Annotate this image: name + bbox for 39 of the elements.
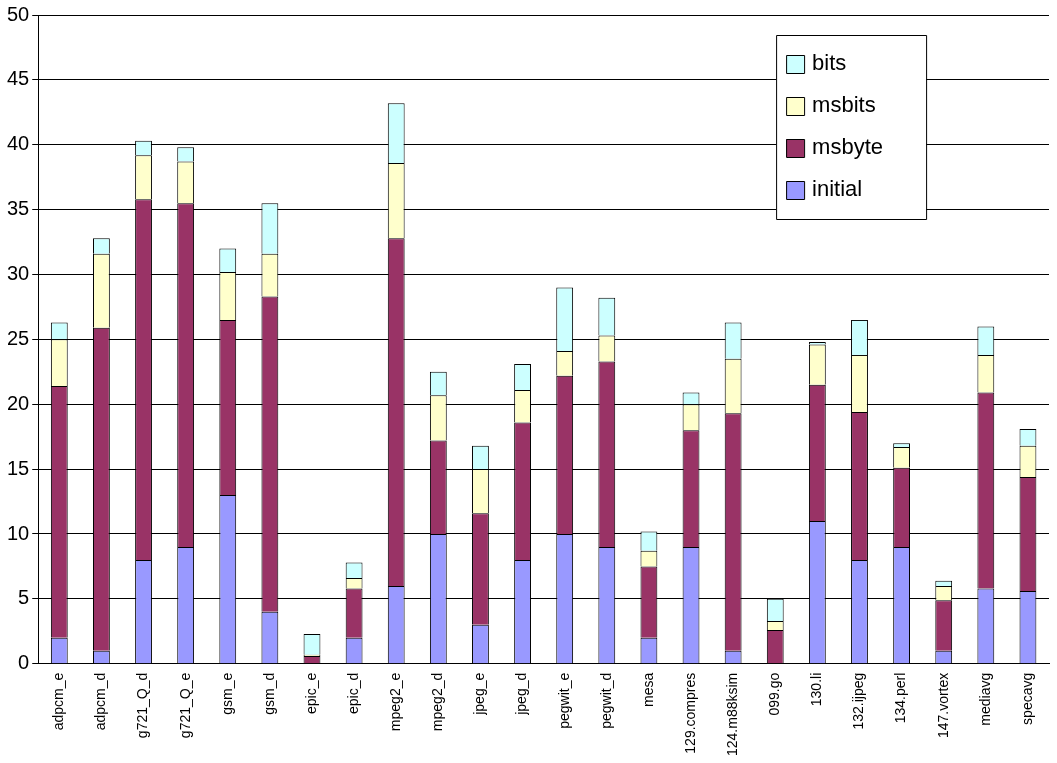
- x-tick-label: gsm_e: [218, 672, 235, 715]
- x-tick-label: pegwit_e: [555, 672, 572, 729]
- x-tick-label: mediavg: [976, 672, 993, 726]
- x-tick-label: jpeg_d: [513, 672, 530, 716]
- x-tick-label: epic_e: [302, 672, 319, 715]
- y-tick-label: 45: [7, 67, 30, 90]
- x-tick-label: 124.m88ksim: [724, 672, 740, 757]
- y-tick-label: 5: [18, 586, 30, 609]
- x-tick-label: 099.go: [766, 672, 783, 716]
- y-tick-label: 40: [7, 132, 30, 155]
- x-tick-label: mpeg2_e: [387, 672, 404, 732]
- y-tick-label: 0: [18, 651, 30, 674]
- legend-label: msbits: [812, 92, 876, 118]
- x-tick-label: jpeg_e: [471, 672, 488, 716]
- y-tick-label: 35: [7, 197, 30, 220]
- x-tick-label: adpcm_d: [92, 672, 109, 731]
- y-tick-label: 30: [7, 262, 30, 285]
- y-tick-label: 25: [7, 326, 30, 349]
- x-tick-label: 129.compres: [681, 672, 698, 754]
- y-tick-label: 15: [7, 456, 30, 479]
- legend-label: bits: [812, 50, 847, 76]
- x-tick-label: g721_Q_e: [176, 672, 193, 739]
- x-tick-label: 134.perl: [892, 672, 909, 724]
- x-tick-label: 130.li: [808, 672, 825, 707]
- y-tick-label: 50: [7, 2, 30, 25]
- x-tick-label: 147.vortex: [934, 672, 951, 739]
- legend-label: initial: [812, 176, 863, 202]
- x-tick-label: epic_d: [344, 672, 361, 715]
- x-tick-label: 132.ijpeg: [850, 672, 867, 730]
- x-tick-label: g721_Q_d: [134, 672, 151, 739]
- x-tick-label: specavg: [1018, 672, 1035, 725]
- y-tick-label: 10: [7, 521, 30, 544]
- x-tick-label: adpcm_e: [50, 672, 67, 731]
- x-tick-label: gsm_d: [260, 672, 277, 715]
- legend-label: msbyte: [812, 134, 884, 160]
- x-tick-label: mpeg2_d: [429, 672, 446, 732]
- x-tick-label: pegwit_d: [597, 672, 614, 729]
- x-tick-label: mesa: [639, 672, 656, 707]
- y-tick-label: 20: [7, 391, 30, 414]
